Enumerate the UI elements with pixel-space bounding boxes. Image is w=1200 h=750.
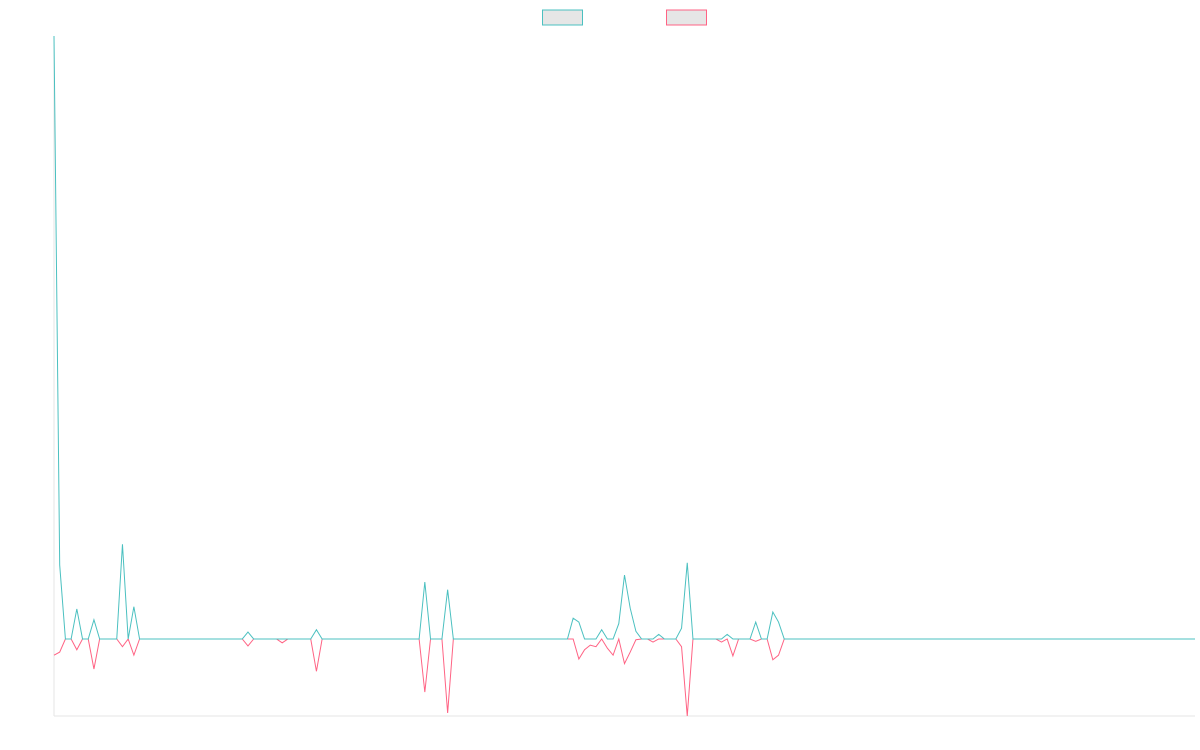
series-line xyxy=(53,637,1195,717)
legend-swatch xyxy=(666,9,707,26)
series-line xyxy=(53,35,1195,640)
legend-swatch xyxy=(542,9,583,26)
